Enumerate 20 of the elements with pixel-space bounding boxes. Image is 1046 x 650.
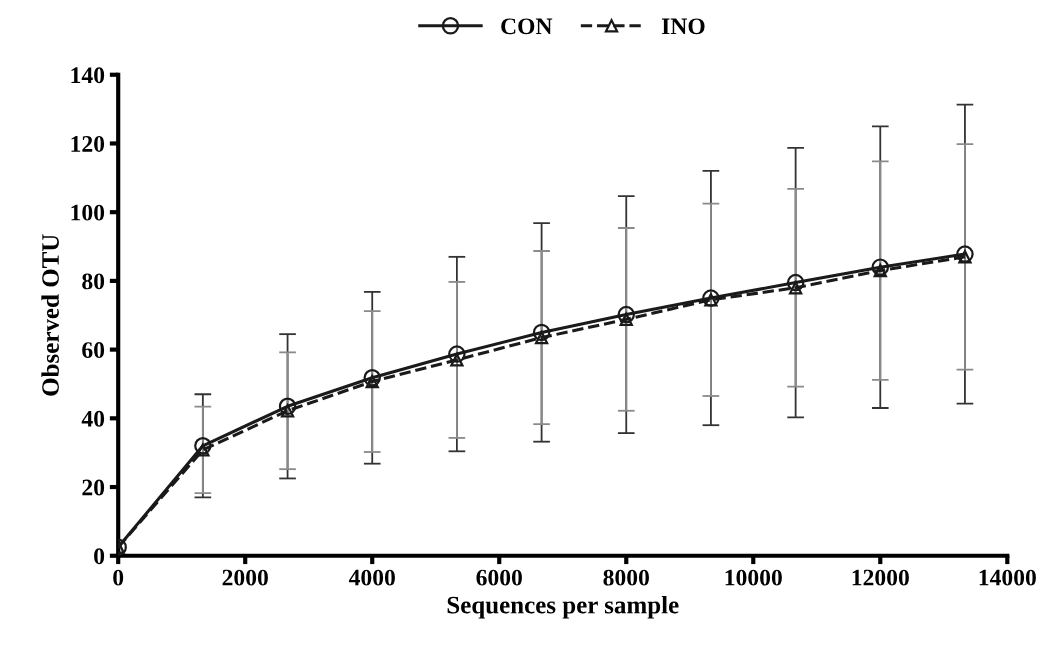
x-tick-label: 6000 xyxy=(476,569,522,586)
legend-label: CON xyxy=(501,18,553,35)
y-tick-label: 100 xyxy=(71,204,105,221)
legend-label: INO xyxy=(661,18,705,35)
y-tick-label: 120 xyxy=(71,135,105,152)
x-axis-title: Sequences per sample xyxy=(447,595,679,619)
x-tick-label: 4000 xyxy=(348,569,395,586)
y-tick-label: 0 xyxy=(94,548,105,565)
y-tick-label: 140 xyxy=(71,67,105,84)
x-tick-label: 0 xyxy=(113,569,124,586)
y-axis-title: Observed OTU xyxy=(41,234,59,396)
y-tick-label: 60 xyxy=(82,342,105,359)
y-tick-label: 20 xyxy=(82,479,105,496)
y-tick-label: 80 xyxy=(82,273,105,290)
x-tick-label: 14000 xyxy=(979,569,1036,586)
y-tick-label: 40 xyxy=(81,410,105,427)
x-tick-label: 12000 xyxy=(852,569,909,586)
x-tick-label: 8000 xyxy=(603,569,649,586)
x-tick-label: 10000 xyxy=(725,569,782,586)
x-tick-label: 2000 xyxy=(222,569,268,586)
